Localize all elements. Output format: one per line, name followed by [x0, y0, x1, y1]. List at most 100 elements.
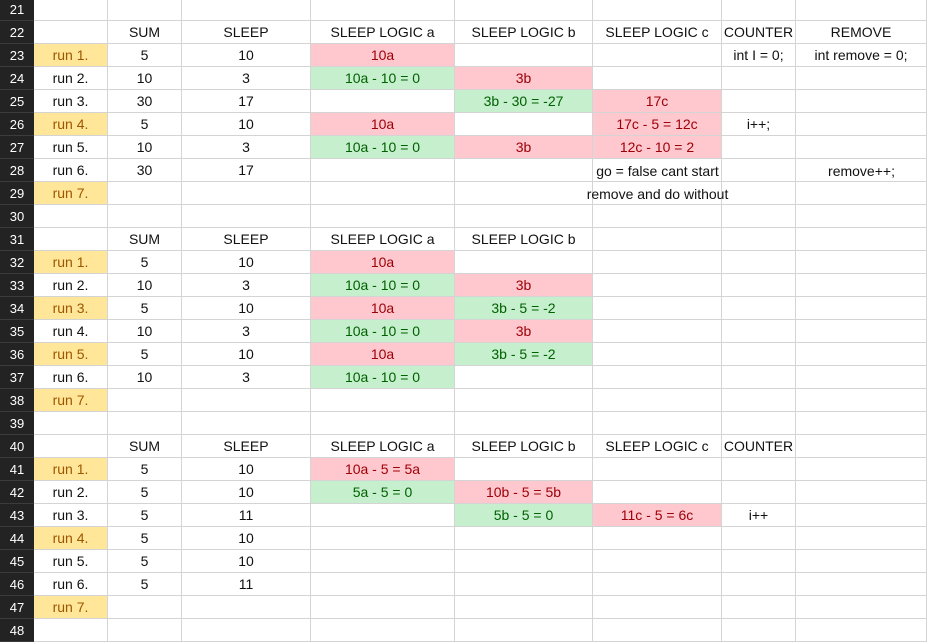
row-header[interactable]: 37: [0, 366, 34, 389]
cell-sleep-logic-a[interactable]: SLEEP LOGIC a: [311, 435, 455, 458]
cell-sleep[interactable]: 10: [182, 550, 311, 573]
cell-sleep-logic-c[interactable]: [593, 67, 722, 90]
cell-remove[interactable]: [796, 205, 927, 228]
cell-counter[interactable]: [722, 228, 796, 251]
cell-label[interactable]: run 1.: [34, 458, 108, 481]
cell-counter[interactable]: [722, 136, 796, 159]
cell-remove[interactable]: [796, 481, 927, 504]
cell-remove[interactable]: [796, 458, 927, 481]
row-header[interactable]: 26: [0, 113, 34, 136]
cell-sleep-logic-b[interactable]: [455, 0, 593, 21]
cell-sleep-logic-b[interactable]: 10b - 5 = 5b: [455, 481, 593, 504]
cell-sleep-logic-c[interactable]: [593, 320, 722, 343]
cell-sleep-logic-a[interactable]: 10a: [311, 251, 455, 274]
cell-sleep-logic-b[interactable]: [455, 113, 593, 136]
cell-remove[interactable]: [796, 412, 927, 435]
cell-sleep[interactable]: 10: [182, 343, 311, 366]
cell-sleep[interactable]: [182, 596, 311, 619]
cell-sleep[interactable]: 10: [182, 297, 311, 320]
cell-sum[interactable]: 10: [108, 274, 182, 297]
cell-sleep-logic-b[interactable]: [455, 596, 593, 619]
cell-sleep-logic-b[interactable]: [455, 550, 593, 573]
cell-label[interactable]: run 4.: [34, 527, 108, 550]
cell-label[interactable]: run 3.: [34, 297, 108, 320]
cell-sleep-logic-a[interactable]: 10a - 5 = 5a: [311, 458, 455, 481]
cell-remove[interactable]: [796, 366, 927, 389]
cell-sleep-logic-a[interactable]: [311, 527, 455, 550]
cell-sleep-logic-b[interactable]: SLEEP LOGIC b: [455, 435, 593, 458]
cell-sleep[interactable]: [182, 205, 311, 228]
cell-sleep-logic-a[interactable]: 5a - 5 = 0: [311, 481, 455, 504]
cell-sum[interactable]: 5: [108, 481, 182, 504]
cell-remove[interactable]: [796, 90, 927, 113]
cell-label[interactable]: run 2.: [34, 274, 108, 297]
cell-sleep[interactable]: [182, 182, 311, 205]
cell-sleep-logic-a[interactable]: [311, 0, 455, 21]
cell-remove[interactable]: REMOVE: [796, 21, 927, 44]
cell-sleep[interactable]: 3: [182, 320, 311, 343]
cell-counter[interactable]: [722, 0, 796, 21]
cell-sleep-logic-a[interactable]: [311, 504, 455, 527]
cell-sleep-logic-b[interactable]: [455, 366, 593, 389]
cell-sleep-logic-c[interactable]: 11c - 5 = 6c: [593, 504, 722, 527]
cell-counter[interactable]: [722, 412, 796, 435]
cell-label[interactable]: run 4.: [34, 320, 108, 343]
cell-sleep-logic-a[interactable]: [311, 205, 455, 228]
cell-sum[interactable]: [108, 389, 182, 412]
cell-label[interactable]: run 5.: [34, 343, 108, 366]
cell-sleep[interactable]: 10: [182, 481, 311, 504]
cell-counter[interactable]: COUNTER: [722, 21, 796, 44]
cell-label[interactable]: run 1.: [34, 251, 108, 274]
row-header[interactable]: 27: [0, 136, 34, 159]
cell-sum[interactable]: [108, 205, 182, 228]
cell-label[interactable]: [34, 0, 108, 21]
cell-sleep-logic-c[interactable]: 12c - 10 = 2: [593, 136, 722, 159]
row-header[interactable]: 34: [0, 297, 34, 320]
cell-sum[interactable]: SUM: [108, 228, 182, 251]
cell-sleep-logic-c[interactable]: [593, 182, 722, 205]
cell-counter[interactable]: [722, 573, 796, 596]
cell-sleep[interactable]: [182, 0, 311, 21]
cell-sleep-logic-c[interactable]: SLEEP LOGIC c: [593, 21, 722, 44]
cell-sleep-logic-b[interactable]: [455, 573, 593, 596]
row-header[interactable]: 35: [0, 320, 34, 343]
cell-sleep[interactable]: 3: [182, 274, 311, 297]
cell-sleep[interactable]: 3: [182, 136, 311, 159]
cell-sleep-logic-a[interactable]: SLEEP LOGIC a: [311, 21, 455, 44]
cell-label[interactable]: run 2.: [34, 67, 108, 90]
cell-remove[interactable]: [796, 251, 927, 274]
cell-counter[interactable]: [722, 458, 796, 481]
cell-sleep-logic-b[interactable]: [455, 205, 593, 228]
cell-counter[interactable]: [722, 320, 796, 343]
cell-label[interactable]: [34, 435, 108, 458]
cell-sleep-logic-b[interactable]: [455, 458, 593, 481]
cell-sleep-logic-c[interactable]: [593, 389, 722, 412]
row-header[interactable]: 42: [0, 481, 34, 504]
row-header[interactable]: 45: [0, 550, 34, 573]
cell-remove[interactable]: [796, 389, 927, 412]
row-header[interactable]: 28: [0, 159, 34, 182]
cell-remove[interactable]: [796, 343, 927, 366]
cell-sum[interactable]: 5: [108, 550, 182, 573]
cell-remove[interactable]: [796, 274, 927, 297]
cell-sleep-logic-a[interactable]: [311, 182, 455, 205]
cell-counter[interactable]: [722, 481, 796, 504]
cell-remove[interactable]: [796, 182, 927, 205]
cell-remove[interactable]: [796, 67, 927, 90]
cell-sum[interactable]: [108, 182, 182, 205]
cell-sleep-logic-a[interactable]: [311, 412, 455, 435]
cell-sleep-logic-c[interactable]: [593, 366, 722, 389]
cell-label[interactable]: run 7.: [34, 596, 108, 619]
row-header[interactable]: 47: [0, 596, 34, 619]
cell-sleep-logic-a[interactable]: [311, 90, 455, 113]
cell-remove[interactable]: [796, 596, 927, 619]
cell-sleep-logic-b[interactable]: 3b - 5 = -2: [455, 343, 593, 366]
cell-sleep[interactable]: 10: [182, 527, 311, 550]
row-header[interactable]: 41: [0, 458, 34, 481]
cell-sleep-logic-a[interactable]: 10a - 10 = 0: [311, 320, 455, 343]
cell-sleep[interactable]: SLEEP: [182, 21, 311, 44]
cell-sleep-logic-b[interactable]: 3b: [455, 274, 593, 297]
cell-sleep-logic-c[interactable]: [593, 458, 722, 481]
cell-sleep[interactable]: 10: [182, 113, 311, 136]
cell-sum[interactable]: 10: [108, 366, 182, 389]
